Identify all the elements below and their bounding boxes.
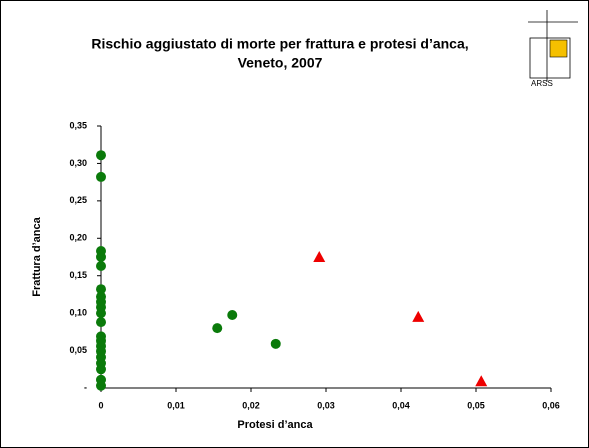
point: [96, 308, 106, 319]
chart-subtitle: Veneto, 2007: [238, 55, 323, 71]
x-tick-label: 0,02: [242, 400, 260, 410]
y-tick-label: 0,20: [69, 233, 87, 243]
point: [96, 380, 106, 391]
point: [96, 260, 106, 271]
y-tick-label: 0,15: [69, 270, 87, 280]
y-tick-label: 0,30: [69, 158, 87, 168]
y-axis-label: Frattura d’anca: [31, 216, 43, 296]
point: [270, 338, 281, 349]
logo-text: ARSS: [531, 79, 553, 88]
logo: ARSS: [528, 10, 578, 88]
x-axis-label: Protesi d’anca: [237, 419, 313, 431]
point: [96, 317, 106, 328]
y-tick-label: 0,10: [69, 308, 87, 318]
x-tick-label: 0,06: [542, 400, 560, 410]
point: [227, 310, 238, 321]
x-tick-label: 0,01: [167, 400, 185, 410]
y-tick-label: -: [84, 382, 87, 392]
y-tick-label: 0,25: [69, 195, 87, 205]
y-tick-label: 0,05: [69, 345, 87, 355]
point: [475, 375, 488, 387]
point: [96, 171, 106, 182]
chart-title: Rischio aggiustato di morte per frattura…: [91, 36, 468, 52]
point: [96, 252, 106, 262]
point: [96, 364, 106, 375]
point: [313, 251, 326, 262]
point: [96, 150, 106, 161]
point: [212, 323, 223, 334]
point: [96, 284, 106, 295]
y-tick-label: 0,35: [69, 120, 87, 130]
x-tick-label: 0,04: [392, 400, 410, 410]
x-tick-label: 0,03: [317, 400, 335, 410]
x-tick-label: 0,05: [467, 400, 485, 410]
point: [412, 310, 425, 322]
x-tick-label: 0: [98, 400, 103, 410]
